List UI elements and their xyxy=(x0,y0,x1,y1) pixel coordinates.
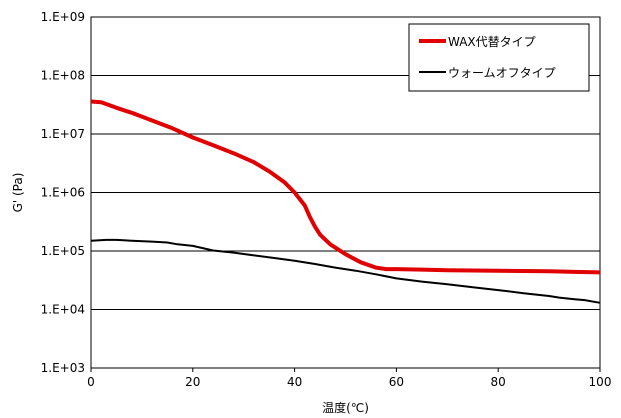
y-tick-label: 1.E+03 xyxy=(41,361,85,375)
x-tick-label: 0 xyxy=(87,375,95,389)
x-tick-label: 60 xyxy=(389,375,404,389)
y-axis-title: G' (Pa) xyxy=(11,173,25,213)
legend-box xyxy=(408,23,590,92)
series-line-warm-off xyxy=(90,238,601,304)
x-tick-label: 40 xyxy=(287,375,302,389)
x-axis-ticks: 0 20 40 60 80 100 xyxy=(87,368,611,389)
y-tick-label: 1.E+07 xyxy=(41,127,85,141)
plot-area xyxy=(90,16,601,369)
series-line-wax xyxy=(90,99,601,275)
legend: WAX代替タイプ ウォームオフタイプ xyxy=(408,23,590,92)
y-tick-label: 1.E+08 xyxy=(41,69,85,83)
x-tick-label: 100 xyxy=(589,375,612,389)
legend-label-wax: WAX代替タイプ xyxy=(448,35,536,49)
series-lines xyxy=(90,99,601,304)
legend-label-warm-off: ウォームオフタイプ xyxy=(448,66,556,80)
y-tick-label: 1.E+06 xyxy=(41,186,85,200)
y-tick-label: 1.E+09 xyxy=(41,10,85,24)
x-tick-label: 20 xyxy=(185,375,200,389)
y-tick-label: 1.E+04 xyxy=(41,303,85,317)
y-tick-label: 1.E+05 xyxy=(41,244,85,258)
y-axis-ticks: 1.E+03 1.E+04 1.E+05 1.E+06 1.E+07 1.E+08 1.E+… xyxy=(41,10,85,375)
x-axis-title: 温度(℃) xyxy=(322,400,369,415)
x-tick-label: 80 xyxy=(491,375,506,389)
